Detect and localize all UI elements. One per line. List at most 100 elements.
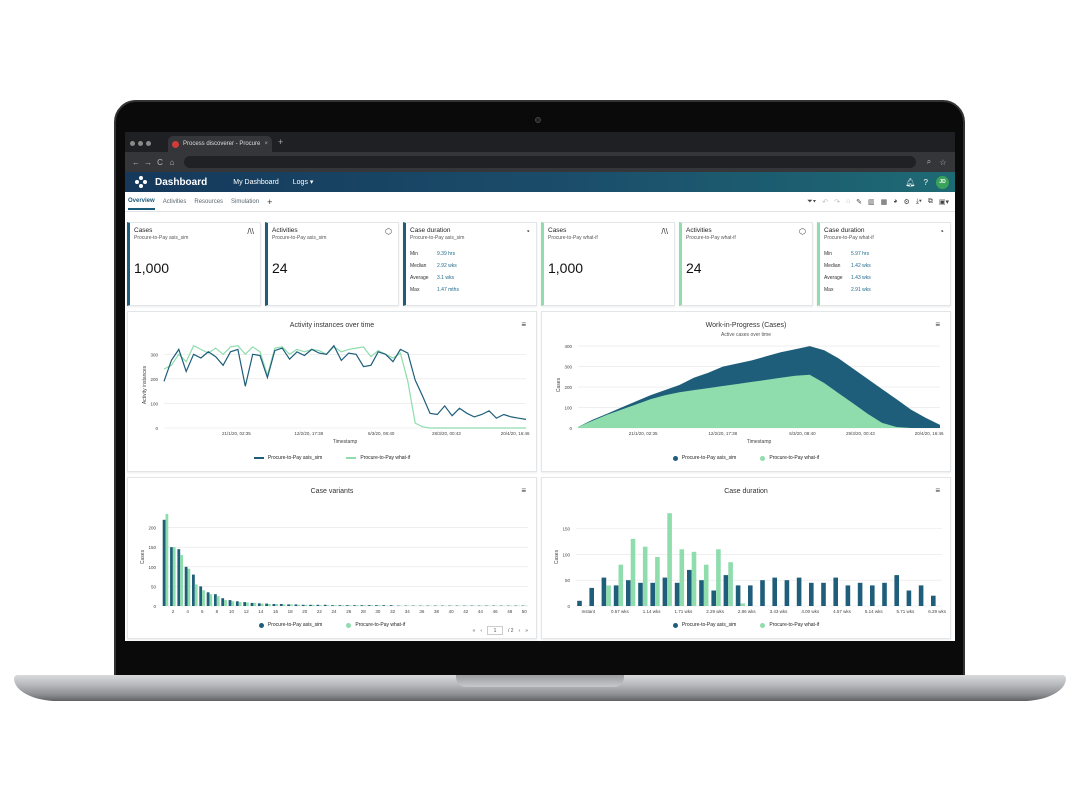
page-input[interactable]: 1	[486, 626, 503, 635]
next-page-icon[interactable]: ›	[518, 627, 521, 634]
legend-item-asis[interactable]: Procure-to-Pay asis_sim	[253, 455, 322, 461]
kpi-stat-value: 1.43 wks	[851, 275, 871, 281]
chart-menu-icon[interactable]: ≡	[935, 320, 940, 329]
search-icon[interactable]: ⌕	[926, 157, 932, 166]
close-icon[interactable]: ×	[264, 141, 268, 147]
chart-menu-icon[interactable]: ≡	[521, 486, 526, 495]
prev-page-icon[interactable]: ‹	[480, 627, 482, 634]
new-tab-button[interactable]: +	[278, 137, 284, 147]
filter-icon[interactable]: ⏷▾	[807, 197, 817, 205]
kpi-subtitle: Procure-to-Pay asis_sim	[272, 235, 327, 241]
edit-icon[interactable]: ✎	[856, 198, 863, 206]
series-area-whatif	[578, 374, 940, 428]
bar-whatif	[311, 604, 315, 606]
bar-whatif	[268, 604, 271, 606]
x-tick-label: 6	[201, 609, 204, 614]
layout-icon[interactable]: ▦	[880, 198, 888, 206]
wip-area-chart: 0 100 200 300 400 Cases Timestamp 21/1/20, 02:3…	[556, 344, 944, 445]
home-icon[interactable]: ⌂	[169, 157, 175, 167]
kpi-stats: Min 5.97 hrs Median 1.42 wks Average 1.43 wks…	[824, 251, 946, 293]
legend-item-asis[interactable]: Procure-to-Pay asis_sim	[258, 622, 322, 628]
chart-title: Case variants	[310, 488, 354, 495]
chart-panel-activity: Activity instances over time ≡ 0 100 200 30…	[127, 311, 537, 472]
x-tick-label: 4.00 wks	[801, 609, 820, 614]
chart-panel-wip: Work-in-Progress (Cases) Active cases ov…	[541, 311, 951, 472]
undo-icon[interactable]: ↶	[822, 198, 829, 206]
first-page-icon[interactable]: «	[472, 627, 476, 634]
address-bar[interactable]	[184, 156, 916, 168]
help-icon[interactable]: ?	[923, 177, 928, 187]
image-icon[interactable]: ▣▾	[938, 198, 949, 206]
tab-resources[interactable]: Resources	[194, 198, 224, 205]
y-tick-label: 150	[148, 545, 156, 550]
bar-whatif	[363, 605, 366, 606]
legend-item-whatif[interactable]: Procure-to-Pay what-if	[760, 455, 819, 461]
redo-icon[interactable]: ↷	[834, 198, 840, 206]
bar-whatif	[740, 603, 746, 606]
kpi-title: Cases	[134, 227, 153, 234]
nav-logs[interactable]: Logs ▾	[292, 179, 314, 186]
chart-subtitle: Active cases over time	[720, 332, 772, 338]
bar-asis	[845, 585, 851, 606]
bar-whatif	[165, 513, 169, 606]
delete-icon[interactable]: ▥	[868, 198, 875, 206]
nav-my-dashboard[interactable]: My Dashboard	[233, 178, 279, 186]
download-icon[interactable]: ⤓▾	[915, 197, 922, 205]
legend-item-asis[interactable]: Procure-to-Pay asis_sim	[672, 455, 736, 461]
bar-whatif	[202, 590, 205, 606]
star-icon[interactable]: ☆	[939, 157, 947, 167]
bar-asis	[360, 605, 364, 606]
x-tick-label: 10	[229, 609, 235, 614]
bar-whatif	[355, 605, 359, 606]
last-page-icon[interactable]: »	[525, 627, 528, 634]
legend-item-whatif[interactable]: Procure-to-Pay what-if	[346, 455, 410, 461]
tab-overview[interactable]: Overview	[128, 194, 155, 210]
avatar[interactable]: JD	[936, 175, 949, 189]
back-icon[interactable]: ←	[132, 157, 140, 167]
bar-asis	[894, 575, 899, 606]
bar-asis	[228, 600, 232, 606]
kpi-card[interactable]: Case duration Procure-to-Pay what-if ◔ Mi…	[817, 222, 951, 306]
bar-whatif	[691, 551, 697, 606]
window-controls[interactable]	[130, 133, 154, 151]
kpi-card[interactable]: Cases Procure-to-Pay asis_sim /\\ 1,000	[127, 222, 261, 306]
bar-asis	[735, 585, 741, 606]
kpi-card[interactable]: Activities Procure-to-Pay what-if ⬡ 24	[679, 222, 813, 306]
y-axis-label: Activity instances	[142, 365, 148, 404]
kpi-card[interactable]: Cases Procure-to-Pay what-if /\\ 1,000	[541, 222, 675, 306]
home-view-icon[interactable]: ⌂	[845, 197, 851, 205]
export-icon[interactable]: ⧉	[927, 197, 933, 205]
x-tick-label: 4.57 wks	[833, 609, 852, 614]
kpi-value: 24	[686, 260, 702, 276]
browser-tab[interactable]: Process discoverer - Procure ×	[168, 136, 272, 152]
legend-label: Procure-to-Pay what-if	[769, 455, 820, 461]
y-tick-label: 100	[150, 401, 158, 406]
notification-bell-icon[interactable]: 🔔︎	[905, 177, 916, 187]
bar-asis	[784, 580, 790, 606]
bar-whatif	[275, 604, 279, 606]
logo-icon[interactable]	[135, 176, 147, 188]
legend-item-asis[interactable]: Procure-to-Pay asis_sim	[672, 622, 736, 628]
bar-whatif	[333, 605, 337, 606]
bar-whatif	[297, 604, 301, 606]
reload-icon[interactable]: C	[157, 157, 163, 167]
tab-simulation[interactable]: Simulation	[231, 198, 260, 205]
bar-asis	[809, 582, 814, 606]
cube-icon: ⬡	[799, 227, 806, 236]
kpi-card[interactable]: Activities Procure-to-Pay asis_sim ⬡ 24	[265, 222, 399, 306]
add-tab-button[interactable]: +	[267, 196, 273, 207]
chart-menu-icon[interactable]: ≡	[521, 320, 526, 329]
kpi-card[interactable]: Case duration Procure-to-Pay asis_sim ◔ M…	[403, 222, 537, 306]
legend-item-whatif[interactable]: Procure-to-Pay what-if	[760, 622, 819, 628]
kpi-stat-label: Min	[824, 251, 833, 257]
bar-asis	[918, 585, 924, 606]
settings-icon[interactable]: ⚙	[903, 198, 910, 206]
chart-menu-icon[interactable]: ≡	[935, 486, 940, 495]
tab-activities[interactable]: Activities	[162, 198, 187, 205]
y-tick-label: 0	[155, 426, 158, 431]
legend-item-whatif[interactable]: Procure-to-Pay what-if	[346, 622, 405, 628]
x-tick-label: 40	[449, 609, 455, 614]
palette-icon[interactable]: ◕	[893, 197, 898, 205]
forward-icon[interactable]: →	[144, 157, 152, 167]
